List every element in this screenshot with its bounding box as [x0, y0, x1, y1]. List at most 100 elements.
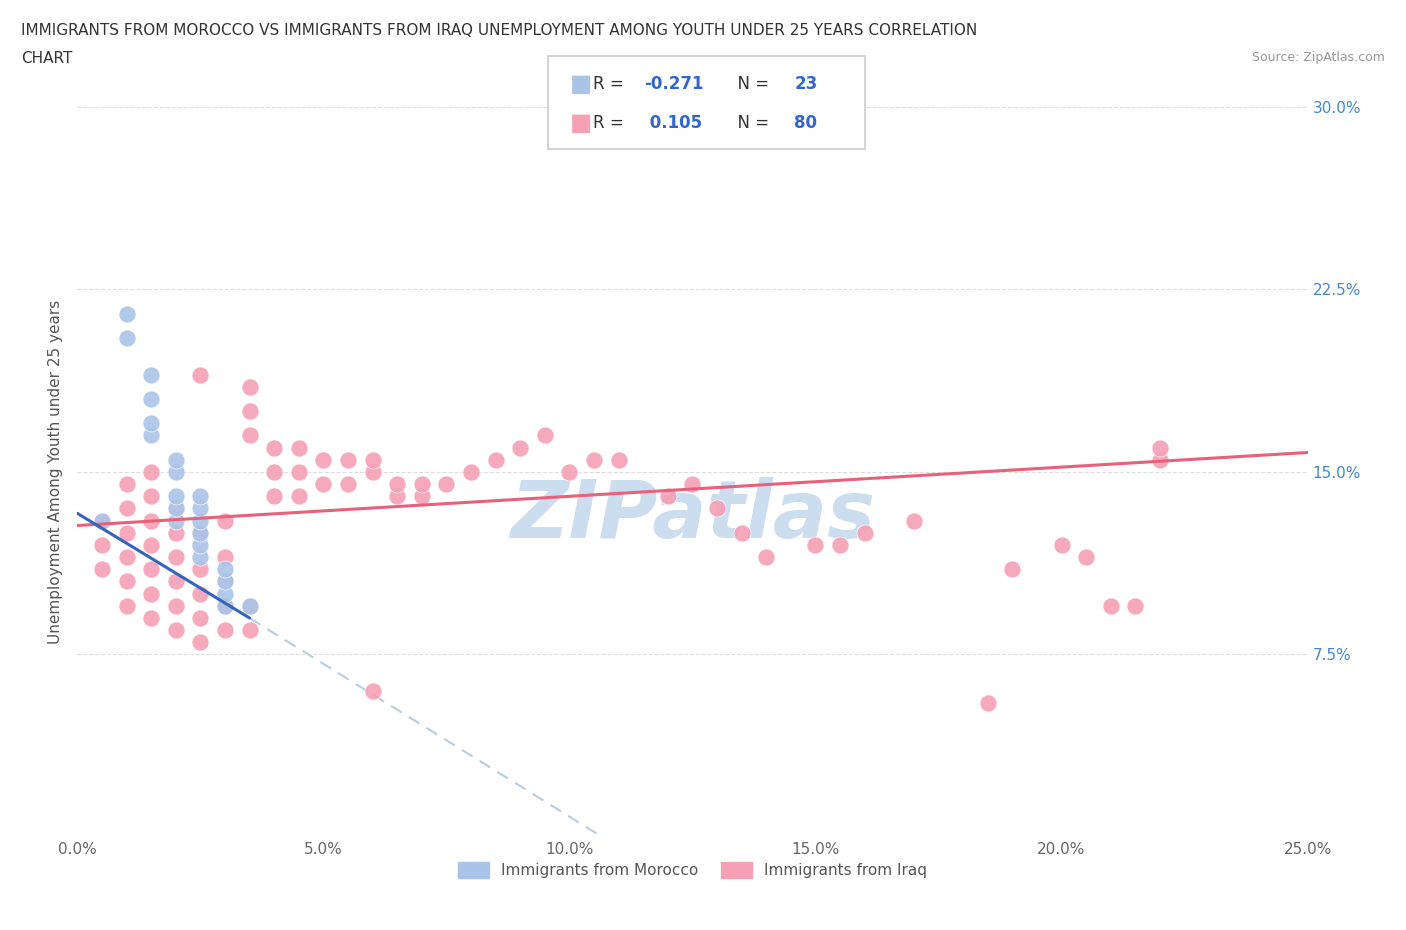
Point — [288, 440, 311, 455]
Point — [214, 574, 236, 589]
Point — [141, 392, 163, 406]
Point — [188, 525, 212, 540]
Point — [165, 489, 187, 504]
Point — [239, 379, 262, 394]
Point — [141, 489, 163, 504]
Point — [731, 525, 754, 540]
Point — [165, 513, 187, 528]
Point — [1149, 440, 1171, 455]
Point — [239, 428, 262, 443]
Text: Source: ZipAtlas.com: Source: ZipAtlas.com — [1251, 51, 1385, 64]
Point — [657, 489, 679, 504]
Point — [385, 489, 409, 504]
Y-axis label: Unemployment Among Youth under 25 years: Unemployment Among Youth under 25 years — [48, 299, 63, 644]
Point — [115, 550, 138, 565]
Point — [165, 501, 187, 516]
Point — [188, 635, 212, 650]
Point — [141, 611, 163, 626]
Point — [141, 416, 163, 431]
Legend: Immigrants from Morocco, Immigrants from Iraq: Immigrants from Morocco, Immigrants from… — [451, 856, 934, 884]
Point — [165, 452, 187, 467]
Point — [141, 586, 163, 601]
Point — [288, 465, 311, 480]
Point — [977, 696, 1000, 711]
Point — [214, 623, 236, 638]
Point — [165, 598, 187, 613]
Point — [214, 598, 236, 613]
Text: 0.105: 0.105 — [644, 114, 702, 132]
Point — [165, 550, 187, 565]
Point — [188, 367, 212, 382]
Point — [188, 550, 212, 565]
Point — [682, 477, 704, 492]
Point — [115, 598, 138, 613]
Text: ■: ■ — [569, 72, 592, 96]
Point — [312, 477, 335, 492]
Point — [411, 477, 433, 492]
Point — [1001, 562, 1024, 577]
Text: CHART: CHART — [21, 51, 73, 66]
Point — [263, 465, 285, 480]
Point — [188, 611, 212, 626]
Point — [411, 489, 433, 504]
Point — [485, 452, 508, 467]
Point — [141, 562, 163, 577]
Point — [239, 598, 262, 613]
Point — [239, 623, 262, 638]
Point — [214, 574, 236, 589]
Point — [1050, 538, 1073, 552]
Point — [90, 513, 114, 528]
Point — [188, 489, 212, 504]
Point — [115, 525, 138, 540]
Point — [755, 550, 778, 565]
Text: ZIPatlas: ZIPatlas — [510, 477, 875, 555]
Point — [90, 562, 114, 577]
Point — [214, 562, 236, 577]
Text: N =: N = — [727, 114, 775, 132]
Point — [853, 525, 876, 540]
Point — [288, 489, 311, 504]
Point — [165, 574, 187, 589]
Point — [1099, 598, 1122, 613]
Point — [509, 440, 531, 455]
Point — [361, 452, 384, 467]
Point — [188, 562, 212, 577]
Point — [214, 598, 236, 613]
Point — [239, 404, 262, 418]
Point — [90, 513, 114, 528]
Point — [239, 598, 262, 613]
Point — [1076, 550, 1098, 565]
Point — [115, 501, 138, 516]
Point — [460, 465, 482, 480]
Point — [1125, 598, 1147, 613]
Text: ■: ■ — [569, 112, 592, 135]
Point — [312, 452, 335, 467]
Text: IMMIGRANTS FROM MOROCCO VS IMMIGRANTS FROM IRAQ UNEMPLOYMENT AMONG YOUTH UNDER 2: IMMIGRANTS FROM MOROCCO VS IMMIGRANTS FR… — [21, 23, 977, 38]
Point — [583, 452, 606, 467]
Point — [1149, 452, 1171, 467]
Point — [706, 501, 728, 516]
Point — [903, 513, 925, 528]
Point — [188, 513, 212, 528]
Point — [165, 501, 187, 516]
Point — [141, 428, 163, 443]
Point — [188, 586, 212, 601]
Point — [115, 477, 138, 492]
Point — [141, 465, 163, 480]
Point — [188, 525, 212, 540]
Point — [214, 586, 236, 601]
Point — [436, 477, 458, 492]
Text: 23: 23 — [794, 75, 818, 93]
Point — [165, 525, 187, 540]
Point — [385, 477, 409, 492]
Point — [115, 574, 138, 589]
Point — [165, 465, 187, 480]
Point — [115, 306, 138, 321]
Point — [141, 538, 163, 552]
Point — [361, 465, 384, 480]
Point — [830, 538, 852, 552]
Point — [534, 428, 557, 443]
Text: N =: N = — [727, 75, 775, 93]
Text: R =: R = — [593, 75, 630, 93]
Text: -0.271: -0.271 — [644, 75, 703, 93]
